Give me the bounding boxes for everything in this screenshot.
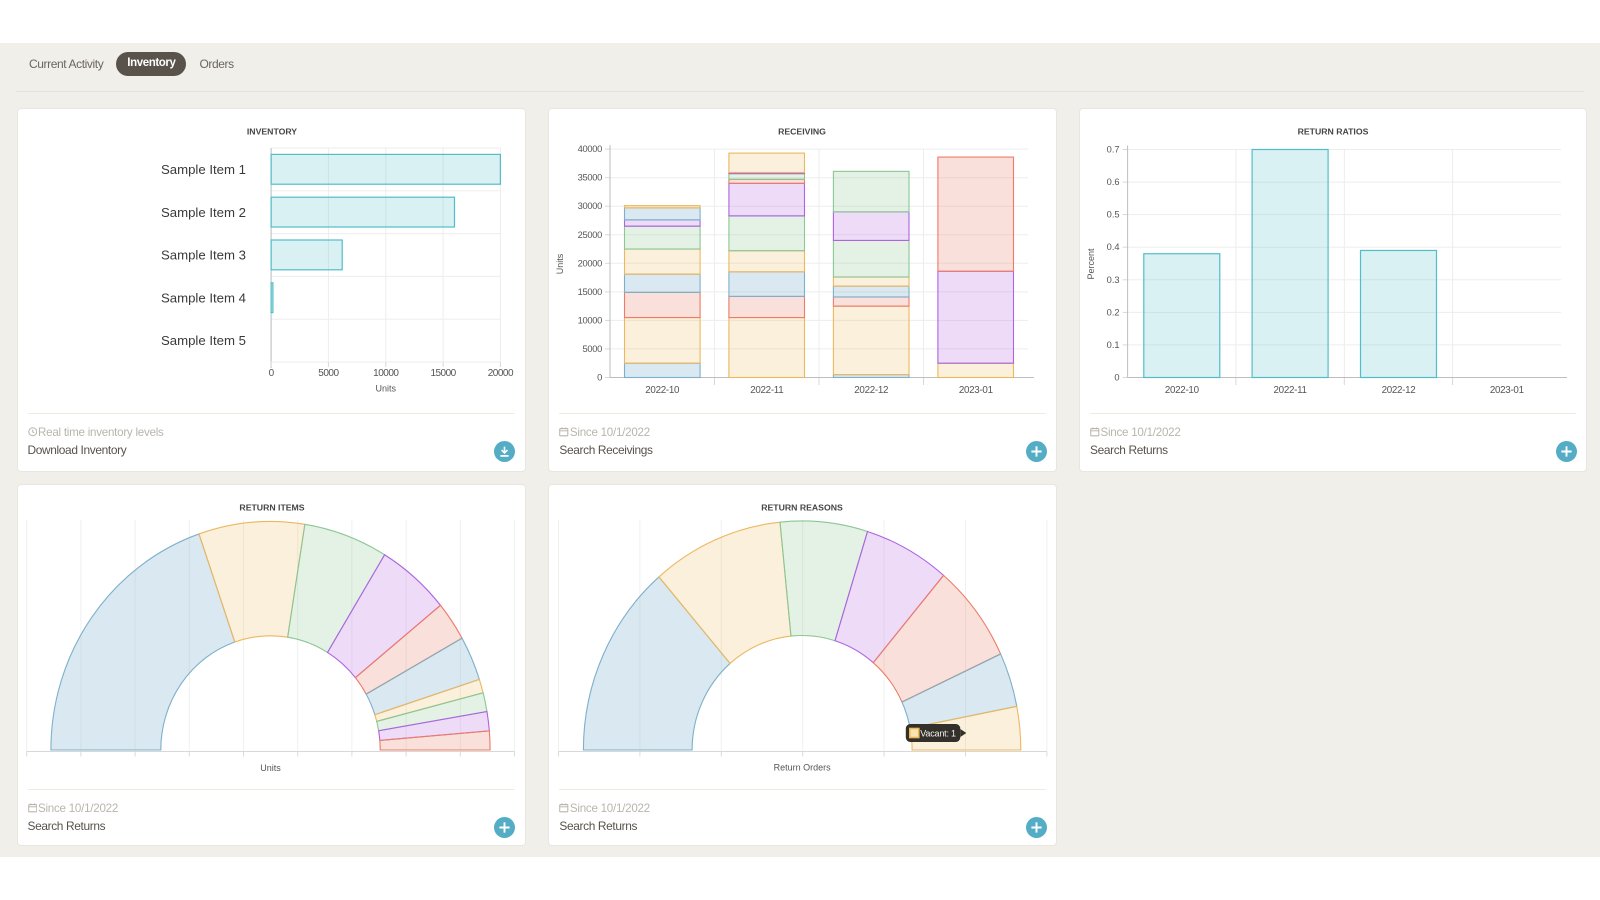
svg-text:Units: Units	[555, 253, 565, 274]
svg-text:0.1: 0.1	[1107, 340, 1120, 350]
svg-text:0.6: 0.6	[1107, 177, 1120, 187]
svg-text:0: 0	[598, 373, 603, 383]
svg-text:10000: 10000	[373, 368, 399, 379]
svg-text:2022-11: 2022-11	[751, 385, 784, 396]
svg-text:Sample Item 2: Sample Item 2	[160, 205, 245, 220]
svg-text:2022-12: 2022-12	[1382, 385, 1416, 396]
svg-text:Sample Item 1: Sample Item 1	[160, 162, 245, 177]
svg-text:30000: 30000	[578, 201, 602, 211]
svg-text:15000: 15000	[578, 287, 602, 297]
svg-text:0.5: 0.5	[1107, 210, 1120, 220]
svg-text:25000: 25000	[578, 230, 602, 240]
svg-text:Sample Item 4: Sample Item 4	[160, 290, 245, 305]
svg-text:0.4: 0.4	[1107, 242, 1120, 252]
svg-text:40000: 40000	[578, 144, 602, 154]
svg-text:RETURN ITEMS: RETURN ITEMS	[239, 503, 304, 513]
svg-text:5000: 5000	[583, 344, 603, 354]
svg-text:RECEIVING: RECEIVING	[778, 127, 826, 137]
svg-text:Percent: Percent	[1086, 248, 1096, 280]
svg-text:INVENTORY: INVENTORY	[246, 127, 296, 137]
svg-text:2023-01: 2023-01	[959, 385, 993, 396]
svg-text:15000: 15000	[430, 368, 456, 379]
svg-text:10000: 10000	[578, 315, 602, 325]
svg-text:RETURN REASONS: RETURN REASONS	[762, 503, 844, 513]
svg-text:0.2: 0.2	[1107, 307, 1120, 317]
svg-text:2022-11: 2022-11	[1274, 385, 1307, 396]
svg-text:35000: 35000	[578, 173, 602, 183]
svg-text:Units: Units	[260, 763, 281, 773]
svg-text:Sample Item 3: Sample Item 3	[160, 248, 245, 263]
svg-text:Sample Item 5: Sample Item 5	[160, 333, 245, 348]
svg-text:0: 0	[1114, 373, 1119, 383]
svg-text:Units: Units	[375, 384, 396, 394]
svg-text:Return Orders: Return Orders	[774, 763, 832, 773]
svg-text:20000: 20000	[578, 258, 602, 268]
svg-text:2022-10: 2022-10	[646, 385, 681, 396]
svg-text:0.3: 0.3	[1107, 275, 1120, 285]
svg-text:0.7: 0.7	[1107, 145, 1120, 155]
svg-text:Vacant: 1: Vacant: 1	[921, 728, 957, 738]
svg-text:2023-01: 2023-01	[1490, 385, 1524, 396]
svg-text:5000: 5000	[318, 368, 339, 379]
svg-text:RETURN RATIOS: RETURN RATIOS	[1298, 127, 1369, 137]
svg-text:2022-10: 2022-10	[1165, 385, 1200, 396]
svg-text:2022-12: 2022-12	[855, 385, 889, 396]
svg-text:20000: 20000	[487, 368, 513, 379]
svg-text:0: 0	[268, 368, 274, 379]
